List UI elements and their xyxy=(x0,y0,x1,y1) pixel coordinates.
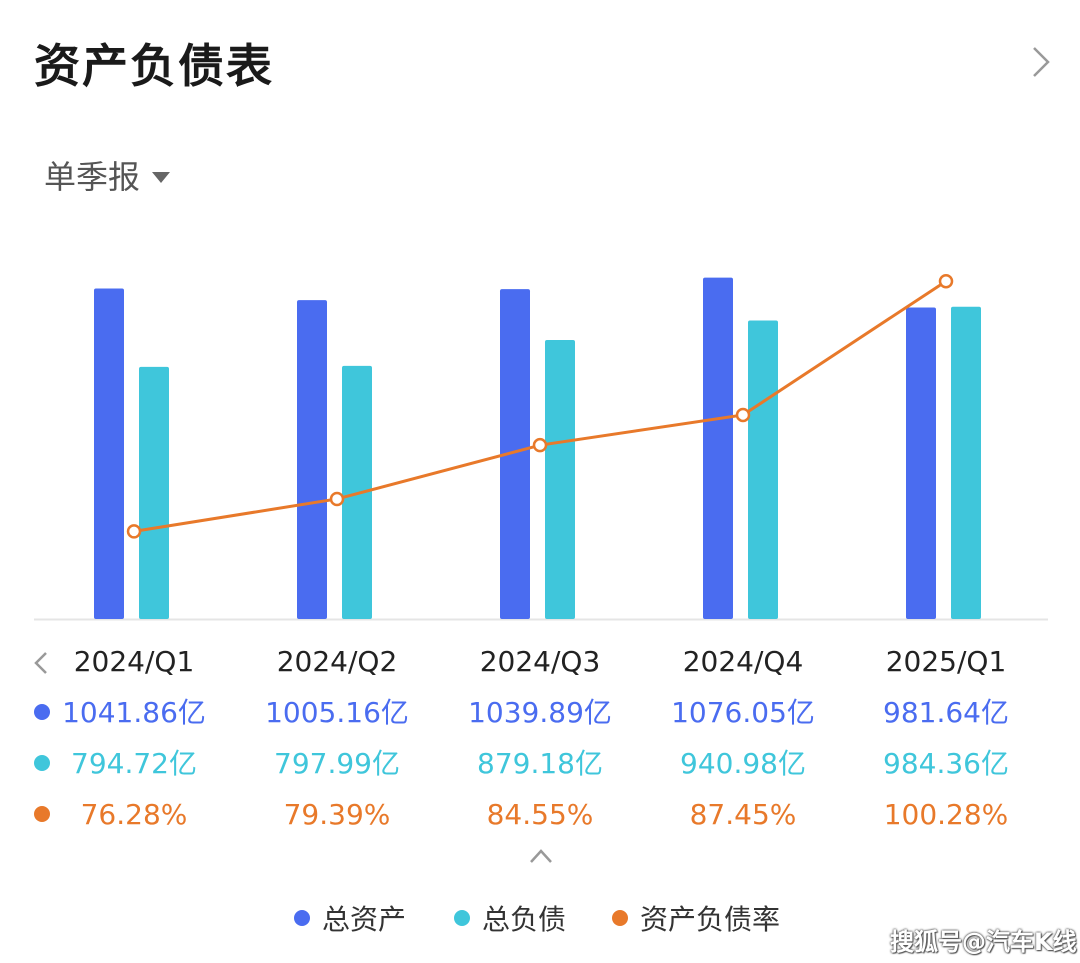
total-assets-bar xyxy=(906,307,936,619)
category-label: 2024/Q4 xyxy=(682,645,804,678)
balance-sheet-chart xyxy=(34,273,1048,621)
chevron-left-icon[interactable] xyxy=(30,650,52,676)
total-assets-value: 1041.86亿 xyxy=(62,696,206,729)
chart-legend: 总资产 总负债 资产负债率 xyxy=(0,894,1080,942)
category-label: 2024/Q3 xyxy=(479,645,601,678)
total-assets-bar xyxy=(703,277,733,619)
total-liabilities-bar xyxy=(951,306,981,619)
legend-label: 总资产 xyxy=(322,903,407,936)
total-liabilities-value: 794.72亿 xyxy=(71,747,197,780)
page-title: 资产负债表 xyxy=(34,39,274,93)
total-assets-value: 1039.89亿 xyxy=(468,696,612,729)
total-assets-row: 1041.86亿 1005.16亿 1039.89亿 1076.05亿 981.… xyxy=(0,691,1080,735)
debt-ratio-point xyxy=(329,491,345,507)
chevron-up-icon[interactable] xyxy=(528,846,554,866)
total-liabilities-value: 984.36亿 xyxy=(883,747,1009,780)
debt-ratio-point xyxy=(938,273,954,289)
category-label: 2025/Q1 xyxy=(885,645,1007,678)
legend-label: 总负债 xyxy=(482,903,567,936)
debt-ratio-point xyxy=(532,437,548,453)
legend-dot xyxy=(612,910,628,926)
legend-label: 资产负债率 xyxy=(640,903,781,936)
total-liabilities-bar xyxy=(139,366,169,619)
total-assets-value: 981.64亿 xyxy=(883,696,1009,729)
total-assets-value: 1005.16亿 xyxy=(265,696,409,729)
legend-item-total-assets[interactable]: 总资产 xyxy=(294,894,406,942)
total-liabilities-bar xyxy=(748,320,778,619)
debt-ratio-row: 76.28% 79.39% 84.55% 87.45% 100.28% xyxy=(0,793,1080,837)
legend-item-total-liabilities[interactable]: 总负债 xyxy=(454,894,566,942)
legend-item-debt-ratio[interactable]: 资产负债率 xyxy=(612,894,780,942)
total-assets-bar xyxy=(500,289,530,619)
debt-ratio-dot xyxy=(34,806,50,822)
total-assets-bar xyxy=(297,300,327,619)
debt-ratio-value: 100.28% xyxy=(883,798,1009,831)
debt-ratio-point xyxy=(126,524,142,539)
debt-ratio-value: 76.28% xyxy=(80,798,188,831)
debt-ratio-value: 84.55% xyxy=(486,798,594,831)
total-liabilities-row: 794.72亿 797.99亿 879.18亿 940.98亿 984.36亿 xyxy=(0,742,1080,786)
legend-dot xyxy=(294,910,310,926)
period-dropdown[interactable]: 单季报 xyxy=(44,152,171,198)
legend-dot xyxy=(454,910,470,926)
total-liabilities-value: 797.99亿 xyxy=(274,747,400,780)
total-assets-bar xyxy=(94,288,124,619)
total-liabilities-dot xyxy=(34,755,50,771)
debt-ratio-value: 87.45% xyxy=(689,798,797,831)
debt-ratio-value: 79.39% xyxy=(283,798,391,831)
total-liabilities-value: 879.18亿 xyxy=(477,747,603,780)
period-label: 单季报 xyxy=(44,158,141,196)
debt-ratio-point xyxy=(735,407,751,423)
total-assets-value: 1076.05亿 xyxy=(671,696,815,729)
category-row: 2024/Q1 2024/Q2 2024/Q3 2024/Q4 2025/Q1 xyxy=(0,640,1080,684)
chevron-right-icon[interactable] xyxy=(1026,44,1056,80)
total-liabilities-value: 940.98亿 xyxy=(680,747,806,780)
total-assets-dot xyxy=(34,704,50,720)
debt-ratio-line xyxy=(133,279,947,533)
total-liabilities-bar xyxy=(545,340,575,619)
category-label: 2024/Q1 xyxy=(73,645,195,678)
caret-down-icon xyxy=(152,171,171,183)
category-label: 2024/Q2 xyxy=(276,645,398,678)
watermark: 搜狐号@汽车K线 xyxy=(890,928,1077,956)
